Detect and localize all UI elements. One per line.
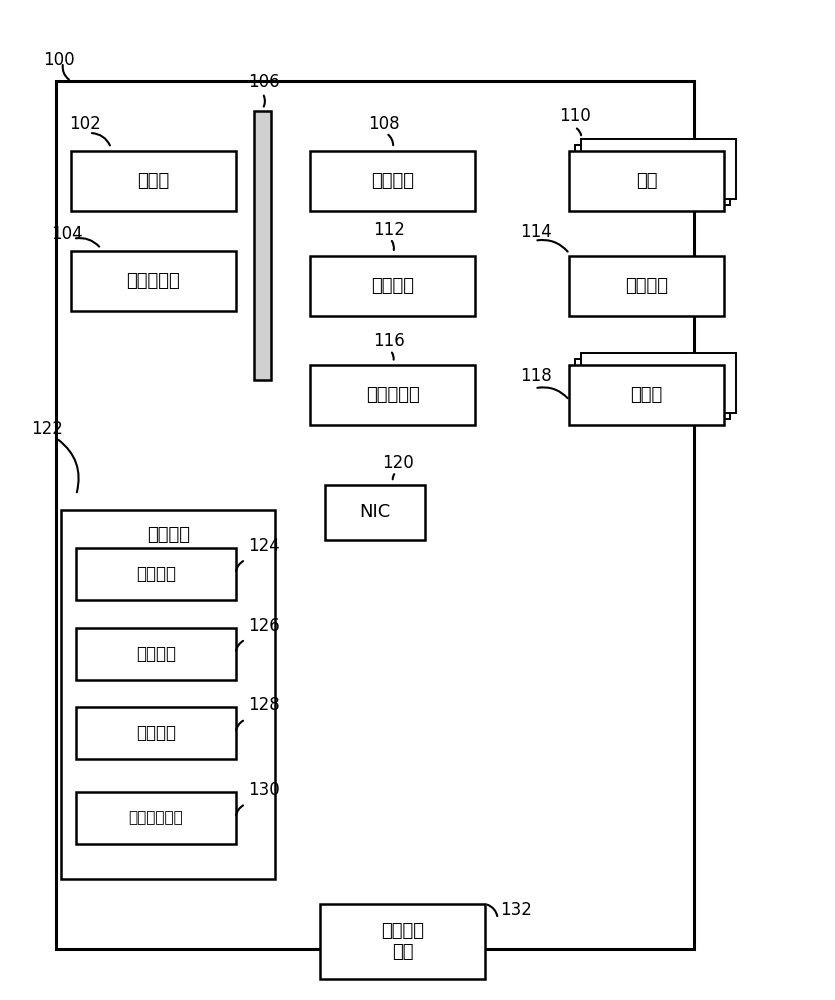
Text: 116: 116 (373, 332, 405, 350)
Text: 相机: 相机 (636, 172, 657, 190)
Text: 传感器接口: 传感器接口 (366, 386, 419, 404)
FancyBboxPatch shape (311, 256, 475, 316)
Text: 132: 132 (499, 901, 532, 919)
Text: 预测模块: 预测模块 (136, 724, 176, 742)
FancyBboxPatch shape (326, 485, 425, 540)
FancyBboxPatch shape (575, 359, 730, 419)
Text: 投影接口: 投影接口 (371, 277, 414, 295)
FancyBboxPatch shape (569, 365, 724, 425)
Text: 106: 106 (249, 73, 281, 91)
Text: 130: 130 (249, 781, 281, 799)
FancyBboxPatch shape (254, 111, 271, 380)
Text: 122: 122 (31, 420, 63, 438)
Text: 远程计算
设备: 远程计算 设备 (381, 922, 424, 961)
Text: 移动存储设备: 移动存储设备 (129, 811, 183, 826)
FancyBboxPatch shape (575, 145, 730, 205)
Text: 传感器: 传感器 (630, 386, 663, 404)
Text: 128: 128 (249, 696, 281, 714)
FancyBboxPatch shape (321, 904, 485, 979)
Text: 102: 102 (69, 115, 101, 133)
Text: 114: 114 (519, 223, 551, 241)
FancyBboxPatch shape (76, 628, 235, 680)
Text: 124: 124 (249, 537, 281, 555)
Text: 内容模块: 内容模块 (136, 645, 176, 663)
Text: 108: 108 (368, 115, 400, 133)
Text: 存储器设备: 存储器设备 (127, 272, 180, 290)
FancyBboxPatch shape (581, 139, 736, 199)
Text: 投影设备: 投影设备 (625, 277, 668, 295)
Text: 100: 100 (43, 51, 75, 69)
Text: 104: 104 (51, 225, 83, 243)
FancyBboxPatch shape (581, 353, 736, 413)
Text: 112: 112 (373, 221, 405, 239)
Text: 118: 118 (519, 367, 551, 385)
Text: 110: 110 (559, 107, 591, 125)
Text: 存储设备: 存储设备 (147, 526, 190, 544)
Text: 处理器: 处理器 (137, 172, 170, 190)
FancyBboxPatch shape (311, 151, 475, 211)
FancyBboxPatch shape (71, 151, 235, 211)
FancyBboxPatch shape (76, 792, 235, 844)
FancyBboxPatch shape (76, 707, 235, 759)
Text: 跟踪模块: 跟踪模块 (136, 565, 176, 583)
FancyBboxPatch shape (311, 365, 475, 425)
Text: 相机接口: 相机接口 (371, 172, 414, 190)
FancyBboxPatch shape (569, 151, 724, 211)
Text: NIC: NIC (360, 503, 391, 521)
FancyBboxPatch shape (61, 510, 276, 879)
FancyBboxPatch shape (71, 251, 235, 311)
Text: 126: 126 (249, 617, 281, 635)
FancyBboxPatch shape (56, 81, 694, 949)
Text: 120: 120 (382, 454, 414, 472)
FancyBboxPatch shape (569, 256, 724, 316)
FancyBboxPatch shape (76, 548, 235, 600)
